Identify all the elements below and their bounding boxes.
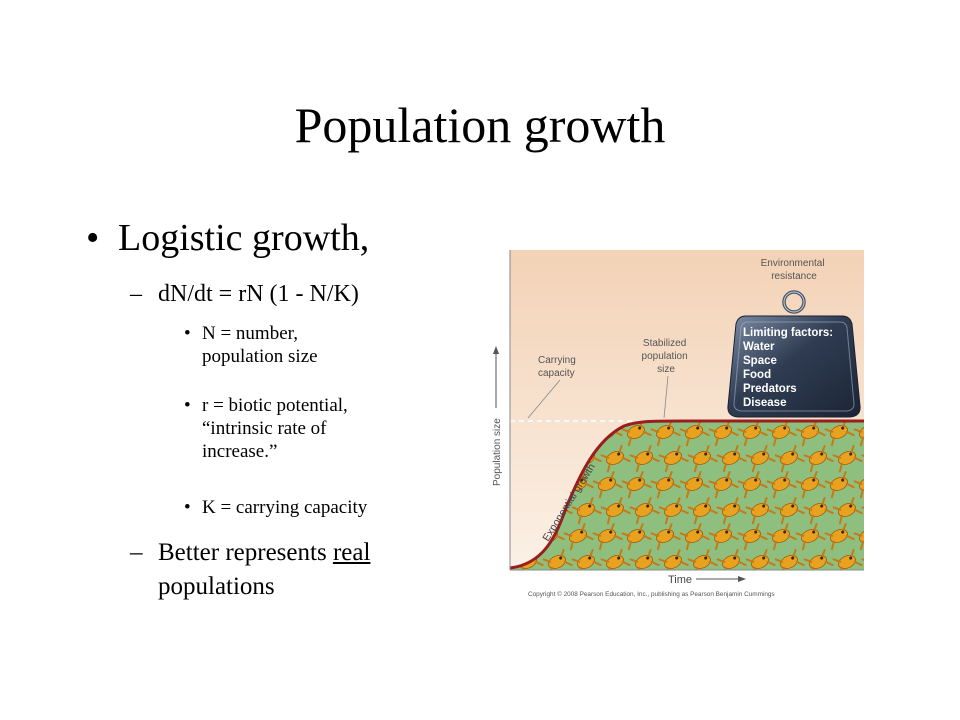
subbullet-dot: • [184, 395, 191, 416]
frog-icon [571, 549, 602, 570]
frog-icon [853, 471, 864, 499]
frog-icon [766, 421, 797, 447]
frog-icon [737, 421, 768, 447]
frog-icon [592, 471, 623, 499]
frog-icon [803, 549, 834, 570]
bullet-logistic-growth-text: Logistic growth, [118, 217, 370, 259]
frog-icon [679, 471, 710, 499]
frog-icon [774, 445, 805, 473]
frog-icon [766, 471, 797, 499]
frog-icon [629, 549, 660, 570]
frog-icon [679, 523, 710, 551]
frog-icon [745, 445, 776, 473]
frog-icon [737, 523, 768, 551]
frog-icon [832, 497, 863, 525]
frog-icon [708, 471, 739, 499]
frog-icon [708, 523, 739, 551]
frog-icon [650, 523, 681, 551]
frog-icon [824, 421, 855, 447]
logistic-growth-figure: Population size Time Copyright © 2008 Pe… [492, 250, 864, 598]
frog-icon [650, 421, 681, 447]
x-axis-arrow-icon [738, 576, 746, 582]
limiting-factors-list: Water Space Food Predators Disease [743, 341, 800, 409]
frog-icon [795, 471, 826, 499]
frog-icon [658, 445, 689, 473]
frog-icon [774, 549, 805, 570]
frog-icon [687, 497, 718, 525]
frog-icon [600, 445, 631, 473]
frog-icon [658, 497, 689, 525]
formula-text: dN/dt = rN (1 - N/K) [158, 281, 359, 307]
limiting-factors-heading: Limiting factors: [743, 327, 833, 339]
frog-icon [600, 549, 631, 570]
weight-ring-highlight [783, 291, 805, 313]
frog-icon [687, 549, 718, 570]
frog-icon [745, 497, 776, 525]
frog-icon [592, 523, 623, 551]
environmental-resistance-label: Environmental resistance [761, 258, 828, 282]
frog-icon [542, 549, 573, 570]
carrying-capacity-pointer [527, 379, 561, 419]
frog-icon [745, 549, 776, 570]
subbullet-n-line2: population size [202, 346, 318, 367]
weight-inner-rim [733, 321, 855, 412]
y-axis-label: Population size [492, 418, 503, 486]
subbullet-r-line1: r = biotic potential, [202, 395, 348, 416]
frog-icon [600, 497, 631, 525]
frog-icon [716, 445, 747, 473]
frog-icon [571, 497, 602, 525]
subbullet-r-line2: “intrinsic rate of [202, 418, 327, 439]
bullet-dot: • [86, 217, 100, 259]
frog-icon [716, 549, 747, 570]
frog-icon [803, 497, 834, 525]
frog-icon [621, 421, 652, 447]
dash-marker: – [130, 281, 142, 307]
frog-icon [708, 421, 739, 447]
frog-icon [621, 523, 652, 551]
carrying-capacity-label: Carrying capacity [538, 355, 579, 379]
subbullet-k-text: K = carrying capacity [202, 497, 368, 518]
frog-icon [824, 471, 855, 499]
frog-icon [824, 523, 855, 551]
frog-icon [774, 497, 805, 525]
frog-icon [650, 471, 681, 499]
frog-icon [832, 445, 863, 473]
frog-icon [832, 549, 863, 570]
underlined-real: real [332, 539, 371, 566]
frog-icon [795, 523, 826, 551]
frog-icon [853, 523, 864, 551]
frog-icon [716, 497, 747, 525]
frog-icon [803, 445, 834, 473]
frog-icon [621, 471, 652, 499]
frog-icon [766, 523, 797, 551]
frog-icon [629, 445, 660, 473]
frog-icon [629, 497, 660, 525]
last-bullet-text: Better represents [158, 539, 333, 566]
frog-icon [853, 421, 864, 447]
frog-icon [795, 421, 826, 447]
frog-icon [737, 471, 768, 499]
slide-title: Population growth [294, 97, 666, 153]
frog-icon [658, 549, 689, 570]
dash-marker: – [130, 539, 143, 566]
frog-icon [563, 523, 594, 551]
frog-icon [687, 445, 718, 473]
subbullet-r-line3: increase.” [202, 441, 278, 462]
y-axis-arrow-icon [493, 346, 499, 354]
logistic-curve [509, 419, 864, 570]
x-axis-label: Time [668, 574, 692, 586]
subbullet-n-line1: N = number, [202, 323, 298, 344]
stabilized-pointer [663, 375, 669, 419]
subbullet-dot: • [184, 323, 191, 344]
last-bullet-line2: populations [158, 573, 275, 600]
stabilized-population-label: Stabilized population size [642, 338, 691, 375]
copyright-text: Copyright © 2008 Pearson Education, Inc.… [528, 590, 775, 598]
limiting-factors-weight-icon [727, 315, 861, 418]
subbullet-dot: • [184, 497, 191, 518]
frog-icon [679, 421, 710, 447]
